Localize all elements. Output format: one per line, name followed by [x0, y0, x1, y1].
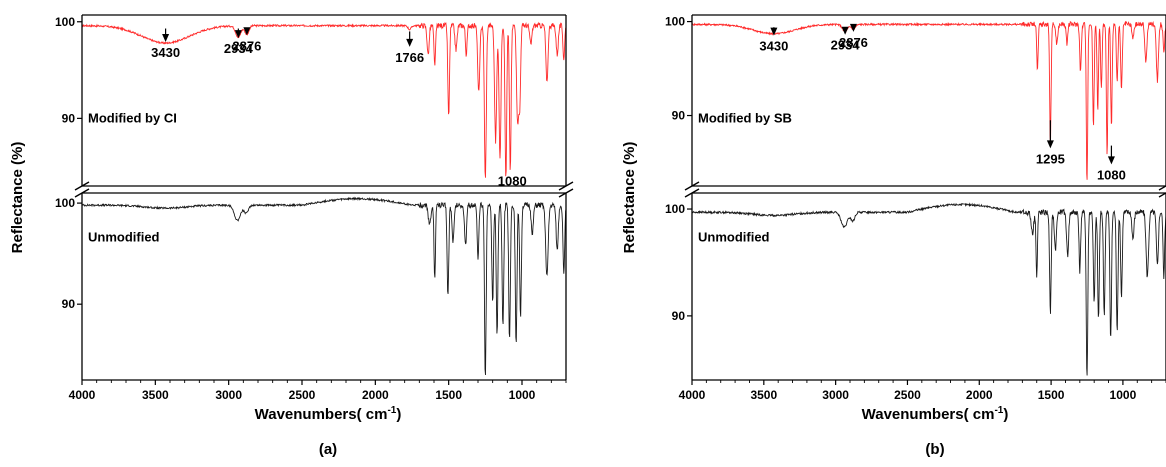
x-tick-label: 3500: [142, 388, 169, 402]
y-tick-label: 90: [672, 309, 686, 323]
y-tick-label: 90: [62, 111, 76, 125]
x-tick-label: 3000: [215, 388, 242, 402]
annotation-label: 1295: [1036, 151, 1065, 166]
x-tick-label: 1000: [509, 388, 536, 402]
annotation-label: 1080: [1097, 167, 1126, 182]
peak-annotation-1080: 1080: [1097, 145, 1126, 182]
x-tick-label: 1500: [1038, 388, 1065, 402]
annotation-label: 1080: [498, 174, 527, 189]
annotation-label: 3430: [759, 39, 788, 54]
peak-annotation-2876: 2876: [839, 23, 868, 50]
series-label: Modified by SB: [698, 111, 792, 126]
x-tick-label: 2500: [894, 388, 921, 402]
peak-annotation-2934: 2934: [224, 28, 254, 56]
series-label: Unmodified: [88, 230, 160, 245]
peak-annotation-3430: 3430: [759, 27, 788, 54]
y-tick-label: 100: [665, 202, 685, 216]
axis-break-mark: [1158, 185, 1166, 191]
series-unmodified: 90 100: [55, 196, 567, 376]
y-tick-label: 100: [55, 15, 75, 29]
series-modified: 90 100: [665, 14, 1166, 180]
y-tick-label: 100: [55, 196, 75, 210]
arrowhead-icon: [841, 26, 849, 35]
axis-break-mark: [558, 188, 574, 198]
peak-annotation-2934: 2934: [831, 26, 861, 53]
peak-annotation-1766: 1766: [395, 31, 424, 65]
arrowhead-icon: [1107, 156, 1115, 165]
peak-annotation-1295: 1295: [1036, 120, 1065, 166]
spectrum-line: [691, 202, 1166, 376]
axis-break-mark: [684, 181, 700, 191]
spectrum-line: [691, 20, 1166, 180]
annotation-label: 2876: [232, 38, 261, 53]
x-tick-label: 3000: [822, 388, 849, 402]
y-axis-title: Reflectance (%): [9, 142, 26, 254]
panel-label: (b): [925, 441, 944, 458]
annotation-label: 2934: [831, 38, 861, 53]
chart-panel-a: 90 100 90 100 4000 3500 3000 2500 2000 1500 1000 Wa…: [9, 14, 574, 458]
series-modified: 90 100: [55, 14, 567, 178]
x-axis-title: Wavenumbers( cm-1): [862, 405, 1009, 423]
y-tick-label: 90: [672, 109, 686, 123]
arrowhead-icon: [162, 34, 170, 43]
axis-break-mark: [74, 188, 90, 198]
x-tick-label: 4000: [69, 388, 96, 402]
series-label: Modified by CI: [88, 111, 177, 126]
axis-break-mark: [1158, 192, 1166, 198]
annotation-label: 2934: [224, 41, 254, 56]
chart-panel-b: 90 100 90 100 4000 3500 3000 2500 2000 1500 1000 Wa…: [621, 14, 1166, 458]
arrowhead-icon: [770, 27, 778, 36]
arrowhead-icon: [243, 27, 251, 36]
x-tick-label: 2000: [966, 388, 993, 402]
axis-break-mark: [74, 181, 90, 191]
x-tick-label: 1500: [435, 388, 462, 402]
x-tick-label: 2500: [289, 388, 316, 402]
y-tick-label: 100: [665, 15, 685, 29]
panel-label: (a): [319, 441, 337, 458]
x-axis-title: Wavenumbers( cm-1): [255, 405, 402, 423]
peak-annotation-3430: 3430: [151, 28, 180, 60]
peak-annotation-2876: 2876: [232, 27, 261, 53]
arrowhead-icon: [406, 38, 414, 47]
y-axis-title: Reflectance (%): [621, 142, 638, 254]
x-tick-label: 4000: [679, 388, 706, 402]
spectrum-line: [81, 21, 567, 178]
annotation-label: 1766: [395, 50, 424, 65]
annotation-label: 2876: [839, 35, 868, 50]
x-tick-label: 3500: [750, 388, 777, 402]
peak-annotation-1080: 1080: [498, 174, 527, 189]
series-label: Unmodified: [698, 230, 770, 245]
arrowhead-icon: [234, 30, 242, 39]
arrowhead-icon: [1046, 140, 1054, 149]
series-unmodified: 90 100: [665, 202, 1166, 376]
annotation-label: 3430: [151, 45, 180, 60]
arrowhead-icon: [849, 23, 857, 32]
axis-break-mark: [558, 181, 574, 191]
x-tick-label: 2000: [362, 388, 389, 402]
y-tick-label: 90: [62, 297, 76, 311]
spectrum-line: [81, 196, 567, 376]
x-tick-label: 1000: [1110, 388, 1137, 402]
axis-break-mark: [684, 188, 700, 198]
